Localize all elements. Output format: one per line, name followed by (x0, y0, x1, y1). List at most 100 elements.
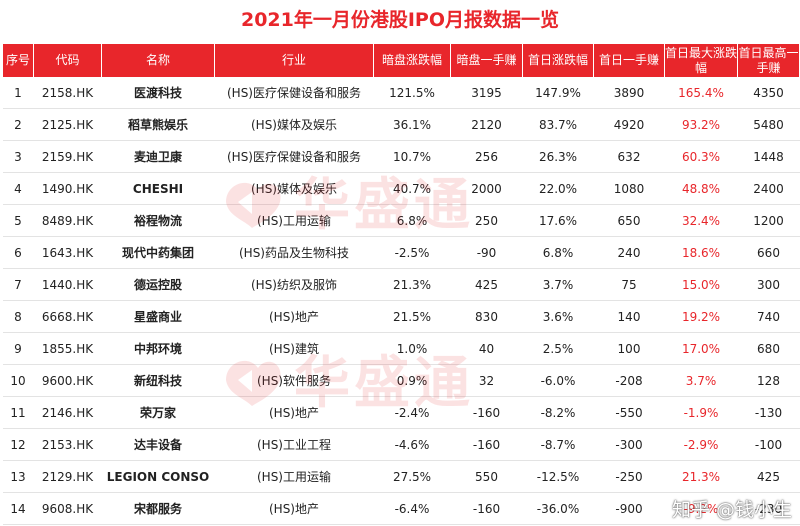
header-grey-lot: 暗盘一手赚 (450, 44, 523, 77)
cell-grey-lot: 40 (450, 332, 523, 365)
cell-name: 裕程物流 (101, 204, 215, 237)
cell-code: 1855.HK (33, 332, 102, 365)
cell-max-pct: 165.4% (664, 77, 738, 109)
cell-no: 11 (2, 396, 34, 429)
cell-grey-lot: 2000 (450, 172, 523, 205)
cell-grey-pct: 27.5% (373, 460, 451, 493)
table-row: 1 2158.HK 医渡科技 (HS)医疗保健设备和服务 121.5% 3195 147.9… (2, 77, 800, 109)
cell-no: 12 (2, 428, 34, 461)
cell-max-lot: 128 (737, 364, 800, 397)
cell-code: 9608.HK (33, 492, 102, 525)
cell-code: 1643.HK (33, 236, 102, 269)
cell-max-pct: 18.6% (664, 236, 738, 269)
cell-max-pct: 60.3% (664, 140, 738, 173)
cell-name: 中邦环境 (101, 332, 215, 365)
cell-name: 麦迪卫康 (101, 140, 215, 173)
header-day1-pct: 首日涨跌幅 (522, 44, 594, 77)
cell-max-lot: 1448 (737, 140, 800, 173)
cell-name: 宋都服务 (101, 492, 215, 525)
cell-grey-pct: 121.5% (373, 77, 451, 109)
ipo-table: 序号 代码 名称 行业 暗盘涨跌幅 暗盘一手赚 首日涨跌幅 首日一手赚 首日最大… (2, 44, 800, 525)
cell-industry: (HS)工用运输 (214, 460, 374, 493)
cell-day1-lot: -550 (593, 396, 665, 429)
cell-code: 2158.HK (33, 77, 102, 109)
cell-code: 9600.HK (33, 364, 102, 397)
cell-day1-lot: 75 (593, 268, 665, 301)
table-row: 11 2146.HK 荣万家 (HS)地产 -2.4% -160 -8.2% -550 -1.9… (2, 396, 800, 429)
cell-day1-lot: 632 (593, 140, 665, 173)
cell-no: 6 (2, 236, 34, 269)
cell-grey-pct: 36.1% (373, 108, 451, 141)
cell-day1-lot: -250 (593, 460, 665, 493)
header-grey-pct: 暗盘涨跌幅 (373, 44, 451, 77)
cell-name: 医渡科技 (101, 77, 215, 109)
table-row: 2 2125.HK 稻草熊娱乐 (HS)媒体及娱乐 36.1% 2120 83.7% 4920… (2, 108, 800, 141)
cell-day1-pct: 3.6% (522, 300, 594, 333)
table-row: 7 1440.HK 德运控股 (HS)纺织及服饰 21.3% 425 3.7% 75 15.0%… (2, 268, 800, 301)
cell-max-pct: -1.9% (664, 396, 738, 429)
cell-max-lot: -230 (737, 492, 800, 525)
cell-code: 1490.HK (33, 172, 102, 205)
cell-max-pct: 17.0% (664, 332, 738, 365)
table-row: 12 2153.HK 达丰设备 (HS)工业工程 -4.6% -160 -8.7% -300-… (2, 428, 800, 461)
cell-name: 稻草熊娱乐 (101, 108, 215, 141)
cell-day1-pct: 3.7% (522, 268, 594, 301)
cell-code: 2159.HK (33, 140, 102, 173)
cell-grey-pct: 0.9% (373, 364, 451, 397)
cell-day1-lot: 3890 (593, 77, 665, 109)
cell-max-lot: -100 (737, 428, 800, 461)
cell-industry: (HS)地产 (214, 396, 374, 429)
cell-grey-pct: 1.0% (373, 332, 451, 365)
cell-grey-lot: 250 (450, 204, 523, 237)
cell-max-pct: 93.2% (664, 108, 738, 141)
cell-grey-lot: -160 (450, 428, 523, 461)
cell-grey-lot: 2120 (450, 108, 523, 141)
cell-max-lot: 740 (737, 300, 800, 333)
cell-max-lot: 660 (737, 236, 800, 269)
cell-day1-pct: 2.5% (522, 332, 594, 365)
cell-industry: (HS)地产 (214, 492, 374, 525)
cell-grey-pct: -4.6% (373, 428, 451, 461)
cell-grey-lot: 425 (450, 268, 523, 301)
cell-day1-lot: 1080 (593, 172, 665, 205)
cell-grey-lot: 3195 (450, 77, 523, 109)
cell-no: 7 (2, 268, 34, 301)
cell-industry: (HS)药品及生物科技 (214, 236, 374, 269)
cell-industry: (HS)地产 (214, 300, 374, 333)
cell-no: 10 (2, 364, 34, 397)
cell-grey-pct: 21.3% (373, 268, 451, 301)
cell-day1-pct: -8.7% (522, 428, 594, 461)
cell-max-lot: 4350 (737, 77, 800, 109)
page-title: 2021年一月份港股IPO月报数据一览 (240, 9, 560, 31)
cell-grey-lot: 550 (450, 460, 523, 493)
cell-day1-lot: -300 (593, 428, 665, 461)
cell-grey-lot: 32 (450, 364, 523, 397)
header-code: 代码 (33, 44, 102, 77)
table-row: 6 1643.HK 现代中药集团 (HS)药品及生物科技 -2.5% -90 6.8% 240… (2, 236, 800, 269)
cell-industry: (HS)医疗保健设备和服务 (214, 77, 374, 109)
cell-no: 4 (2, 172, 34, 205)
cell-max-pct: 19.2% (664, 300, 738, 333)
cell-code: 2146.HK (33, 396, 102, 429)
header-day1-lot: 首日一手赚 (593, 44, 665, 77)
cell-max-lot: 5480 (737, 108, 800, 141)
cell-grey-pct: 21.5% (373, 300, 451, 333)
cell-code: 6668.HK (33, 300, 102, 333)
cell-day1-pct: -6.0% (522, 364, 594, 397)
cell-grey-pct: -2.5% (373, 236, 451, 269)
cell-industry: (HS)媒体及娱乐 (214, 108, 374, 141)
cell-no: 5 (2, 204, 34, 237)
cell-day1-lot: 100 (593, 332, 665, 365)
cell-no: 14 (2, 492, 34, 525)
header-name: 名称 (101, 44, 215, 77)
cell-max-pct: 32.4% (664, 204, 738, 237)
cell-industry: (HS)媒体及娱乐 (214, 172, 374, 205)
header-max-lot: 首日最高一手赚 (737, 44, 800, 77)
cell-code: 2153.HK (33, 428, 102, 461)
cell-day1-lot: -900 (593, 492, 665, 525)
cell-day1-pct: 83.7% (522, 108, 594, 141)
cell-no: 9 (2, 332, 34, 365)
header-no: 序号 (2, 44, 34, 77)
cell-max-lot: 300 (737, 268, 800, 301)
cell-grey-lot: 256 (450, 140, 523, 173)
